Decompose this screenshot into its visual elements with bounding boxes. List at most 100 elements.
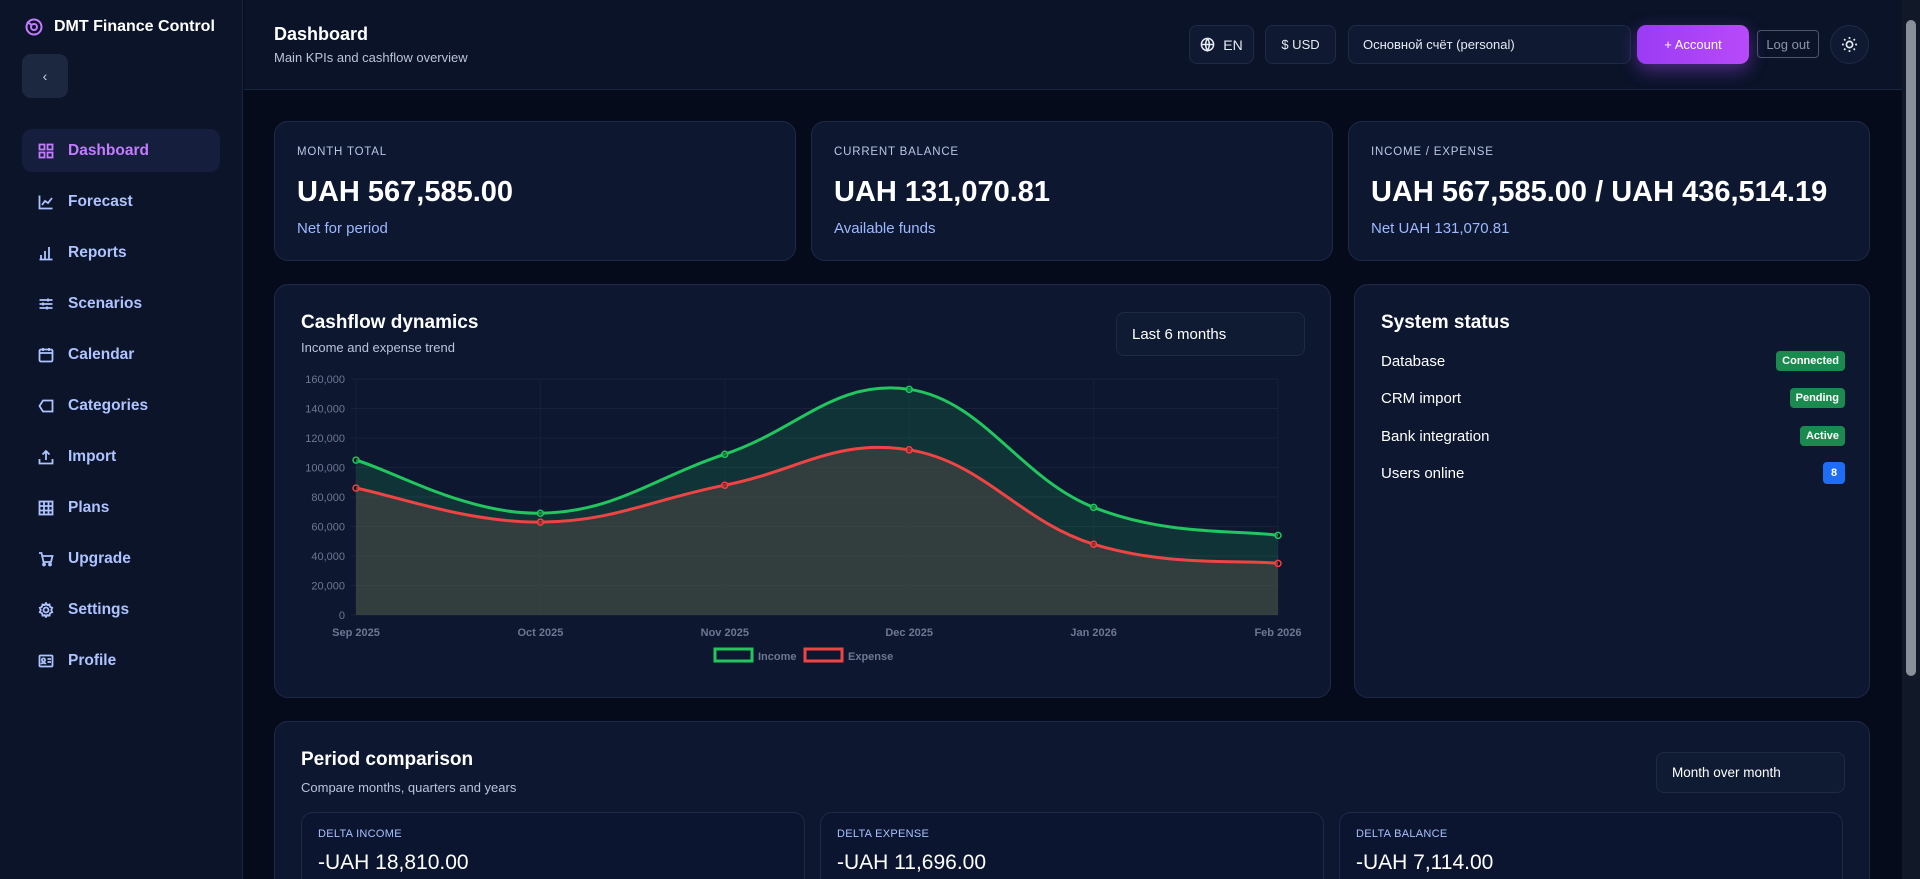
delta-value: -UAH 11,696.00 (837, 851, 987, 874)
currency-button[interactable]: $ USD (1265, 25, 1336, 64)
kpi-card-month-total: MONTH TOTAL UAH 567,585.00 Net for perio… (274, 121, 796, 261)
page-title: Dashboard (274, 24, 369, 44)
period-title: Period comparison (301, 749, 474, 770)
delta-value: -UAH 7,114.00 (1356, 851, 1494, 874)
legend-swatch-expense (803, 647, 844, 663)
sidebar-item-calendar[interactable]: Calendar (22, 333, 220, 376)
legend-label: Expense (848, 651, 893, 663)
page-scrollbar[interactable] (1902, 0, 1920, 879)
theme-toggle-button[interactable] (1830, 25, 1869, 64)
account-select[interactable]: Основной счёт (personal) (1348, 25, 1631, 64)
data-point-income (536, 509, 545, 517)
y-tick-label: 60,000 (311, 522, 345, 534)
y-tick-label: 120,000 (305, 433, 345, 445)
y-tick-label: 140,000 (305, 404, 345, 416)
data-point-income (352, 456, 360, 464)
chart-title: Cashflow dynamics (301, 312, 479, 333)
sliders-icon (39, 298, 53, 309)
kpi-label: MONTH TOTAL (297, 146, 387, 158)
bars-icon (39, 246, 53, 260)
data-point-expense (905, 446, 913, 454)
status-label: Users online (1381, 464, 1465, 482)
status-label: Bank integration (1381, 427, 1490, 445)
currency-label: $ USD (1281, 37, 1320, 52)
delta-value: -UAH 18,810.00 (318, 851, 469, 874)
kpi-card-current-balance: CURRENT BALANCE UAH 131,070.81 Available… (811, 121, 1333, 261)
data-point-income (1089, 503, 1098, 512)
sidebar-item-label: Reports (68, 243, 127, 261)
top-header: Dashboard Main KPIs and cashflow overvie… (244, 0, 1902, 90)
comparison-mode-select[interactable]: Month over month (1656, 752, 1845, 793)
add-account-button[interactable]: + Account (1637, 25, 1749, 64)
upload-icon (38, 449, 54, 464)
x-tick-label: Oct 2025 (517, 627, 563, 639)
sidebar-item-label: Profile (68, 651, 117, 669)
data-point-expense (536, 518, 545, 526)
x-tick-label: Sep 2025 (332, 627, 380, 639)
status-badge: Pending (1789, 388, 1845, 408)
status-row-users-online: Users online 8 (1381, 460, 1845, 486)
sidebar-item-scenarios[interactable]: Scenarios (22, 282, 220, 325)
series-area-expense (356, 447, 1278, 615)
y-tick-label: 0 (339, 610, 345, 622)
sidebar-item-label: Categories (68, 396, 149, 414)
x-tick-label: Feb 2026 (1254, 627, 1301, 639)
language-button[interactable]: EN (1189, 25, 1254, 64)
collapse-sidebar-button[interactable]: ‹ (22, 54, 68, 98)
sidebar-item-plans[interactable]: Plans (22, 486, 220, 529)
range-select[interactable]: Last 6 months (1116, 312, 1305, 356)
delta-label: DELTA BALANCE (1356, 828, 1448, 840)
cashflow-card: 0 20,000 40,000 60,000 80,000 100,000 120,000 1… (274, 284, 1331, 698)
scrollbar-thumb[interactable] (1906, 20, 1916, 676)
sidebar-item-forecast[interactable]: Forecast (22, 180, 220, 223)
status-badge: Active (1799, 426, 1845, 446)
sidebar-item-import[interactable]: Import (22, 435, 220, 478)
x-tick-label: Dec 2025 (885, 627, 933, 639)
trend-icon (38, 195, 53, 209)
cart-icon (39, 551, 54, 566)
y-tick-label: 40,000 (311, 551, 345, 563)
brand: DMT Finance Control (24, 16, 215, 38)
chevron-left-icon: ‹ (42, 68, 48, 84)
grid-icon (38, 143, 54, 158)
x-tick-label: Jan 2026 (1070, 627, 1116, 639)
sidebar-item-label: Settings (68, 600, 130, 618)
sidebar-item-profile[interactable]: Profile (22, 639, 220, 682)
delta-income-card: DELTA INCOME -UAH 18,810.00 (301, 812, 805, 879)
sidebar-item-reports[interactable]: Reports (22, 231, 220, 274)
sidebar-item-settings[interactable]: Settings (22, 588, 220, 631)
logout-button[interactable]: Log out (1757, 30, 1819, 58)
sidebar-item-label: Calendar (68, 345, 135, 363)
globe-icon (1200, 37, 1215, 52)
kpi-value: UAH 567,585.00 (297, 176, 514, 208)
data-point-expense (352, 484, 360, 492)
delta-label: DELTA EXPENSE (837, 828, 930, 840)
kpi-value: UAH 567,585.00 / UAH 436,514.19 (1371, 176, 1828, 208)
period-subtitle: Compare months, quarters and years (301, 780, 517, 795)
status-row-crm-import: CRM import Pending (1381, 385, 1845, 411)
sidebar-item-label: Forecast (68, 192, 133, 210)
calendar-icon (38, 347, 54, 362)
data-point-expense (721, 481, 729, 489)
sidebar-item-categories[interactable]: Categories (22, 384, 220, 427)
status-label: Database (1381, 352, 1446, 370)
sidebar-item-dashboard[interactable]: Dashboard (22, 129, 220, 172)
sidebar-nav: Dashboard Forecast Reports Scenarios Cal… (22, 129, 220, 690)
data-point-income (905, 385, 913, 394)
cashflow-chart: 0 20,000 40,000 60,000 80,000 100,000 120,000 1… (305, 374, 1301, 663)
sidebar: DMT Finance Control ‹ Dashboard Forecast… (0, 0, 243, 879)
chart-subtitle: Income and expense trend (301, 340, 455, 355)
data-point-expense (1274, 559, 1282, 568)
sidebar-item-label: Plans (68, 498, 110, 516)
series-line-expense (355, 445, 1279, 565)
status-row-database: Database Connected (1381, 348, 1845, 374)
y-tick-label: 100,000 (305, 463, 345, 475)
sidebar-item-label: Import (68, 447, 117, 465)
sidebar-item-upgrade[interactable]: Upgrade (22, 537, 220, 580)
y-tick-label: 160,000 (305, 374, 345, 386)
legend-label: Income (758, 651, 797, 663)
language-label: EN (1223, 36, 1243, 53)
status-title: System status (1381, 312, 1510, 333)
account-select-value: Основной счёт (personal) (1363, 37, 1515, 52)
y-tick-label: 20,000 (311, 581, 345, 593)
